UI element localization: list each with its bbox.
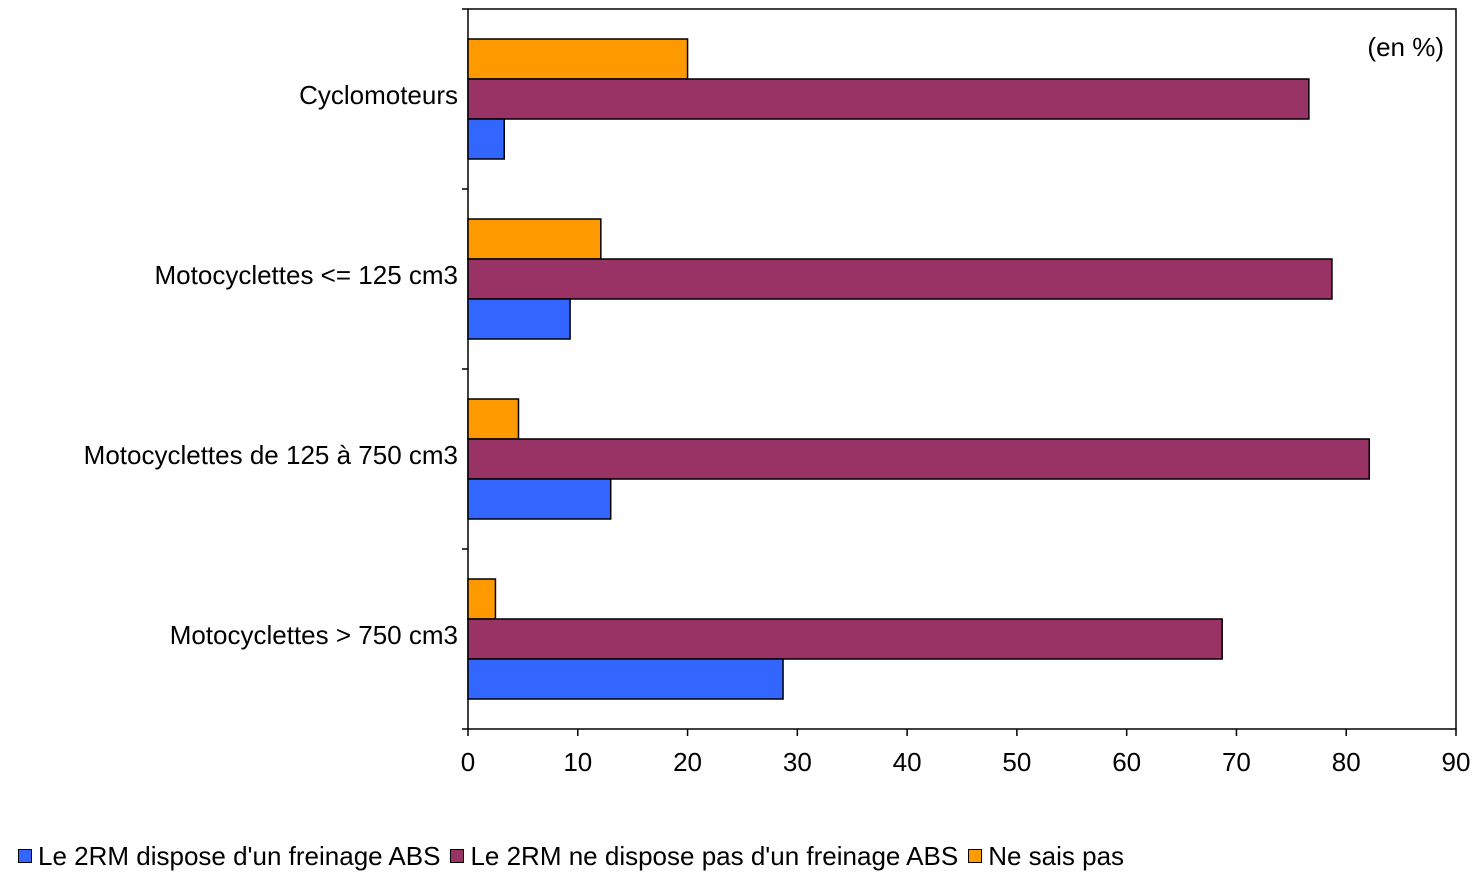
x-tick-label-9: 90 <box>1442 747 1471 777</box>
legend-swatch-abs <box>18 849 32 863</box>
legend-label-abs: Le 2RM dispose d'un freinage ABS <box>38 840 441 871</box>
x-tick-label-4: 40 <box>893 747 922 777</box>
x-tick-label-5: 50 <box>1002 747 1031 777</box>
bar-motocyclettes-750-cm3-series-2 <box>467 578 497 620</box>
legend-item-abs: Le 2RM dispose d'un freinage ABS <box>18 841 440 872</box>
category-label-3: Motocyclettes > 750 cm3 <box>170 620 458 650</box>
bar-motocyclettes-750-cm3-series-1 <box>467 618 1223 660</box>
category-label-0: Cyclomoteurs <box>299 80 458 110</box>
legend-item-ne-sais-pas: Ne sais pas <box>968 841 1124 872</box>
bar-motocyclettes-125-cm3-series-1 <box>467 258 1333 300</box>
bar-chart: Cyclomoteurs Motocyclettes <= 125 cm3 Moto… <box>84 8 1471 777</box>
x-tick-label-0: 0 <box>461 747 475 777</box>
bar-motocyclettes-125-cm3-series-0 <box>467 298 571 340</box>
legend-label-ne-sais-pas: Ne sais pas <box>988 840 1125 871</box>
x-tick-label-7: 70 <box>1222 747 1251 777</box>
plot-area <box>467 8 1457 730</box>
category-label-1: Motocyclettes <= 125 cm3 <box>155 260 458 290</box>
bar-cyclomoteurs-series-0 <box>467 118 505 160</box>
x-tick-label-2: 20 <box>673 747 702 777</box>
x-tick-label-6: 60 <box>1112 747 1141 777</box>
bar-motocyclettes-de-125-750-cm3-series-2 <box>467 398 520 440</box>
unit-annotation: (en %) <box>1367 32 1444 62</box>
legend-swatch-ne-sais-pas <box>968 849 983 863</box>
category-label-2: Motocyclettes de 125 à 750 cm3 <box>84 440 458 470</box>
legend-label-no-abs: Le 2RM ne dispose pas d'un freinage ABS <box>470 840 959 871</box>
x-tick-label-8: 80 <box>1332 747 1361 777</box>
x-tick-label-1: 10 <box>563 747 592 777</box>
bar-motocyclettes-de-125-750-cm3-series-1 <box>467 438 1371 480</box>
x-tick-label-3: 30 <box>783 747 812 777</box>
bar-cyclomoteurs-series-1 <box>467 78 1310 120</box>
legend-swatch-no-abs <box>450 849 465 863</box>
bar-motocyclettes-125-cm3-series-2 <box>467 218 602 260</box>
bar-cyclomoteurs-series-2 <box>467 38 689 80</box>
legend: Le 2RM dispose d'un freinage ABS Le 2RM … <box>18 836 1134 876</box>
legend-item-no-abs: Le 2RM ne dispose pas d'un freinage ABS <box>450 841 958 872</box>
bar-motocyclettes-de-125-750-cm3-series-0 <box>467 478 612 520</box>
bar-motocyclettes-750-cm3-series-0 <box>467 658 784 700</box>
